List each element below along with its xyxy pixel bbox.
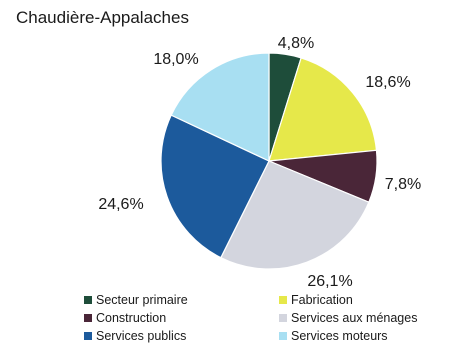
pie-slice-services-publics [160, 114, 270, 259]
pie-labels: 4,8% 18,6% 7,8% 26,1% 24,6% 18,0% [98, 35, 421, 290]
legend-swatch [279, 314, 287, 322]
legend-swatch [84, 314, 92, 322]
legend-swatch [84, 296, 92, 304]
legend: Secteur primaire Fabrication Constructio… [84, 292, 453, 344]
data-label: 7,8% [385, 176, 421, 193]
data-label: 4,8% [278, 35, 314, 52]
legend-item-services-moteurs: Services moteurs [279, 328, 453, 344]
pie-slice-fabrication [268, 57, 378, 162]
legend-item-secteur-primaire: Secteur primaire [84, 292, 279, 308]
data-label: 18,0% [153, 51, 198, 68]
legend-label: Secteur primaire [96, 293, 188, 307]
data-label: 18,6% [365, 74, 410, 91]
pie-slice-services-moteurs [170, 52, 270, 162]
data-label: 24,6% [98, 196, 143, 213]
legend-swatch [84, 332, 92, 340]
legend-label: Services publics [96, 329, 187, 343]
legend-swatch [279, 332, 287, 340]
legend-swatch [279, 296, 287, 304]
legend-item-services-publics: Services publics [84, 328, 279, 344]
pie-slice-services-aux-m-nages [220, 160, 370, 270]
legend-label: Services moteurs [291, 329, 388, 343]
legend-label: Fabrication [291, 293, 353, 307]
pie-slices [160, 52, 378, 270]
legend-item-services-aux-menages: Services aux ménages [279, 310, 453, 326]
data-label: 26,1% [307, 273, 352, 290]
legend-label: Services aux ménages [291, 311, 418, 325]
legend-item-construction: Construction [84, 310, 279, 326]
legend-item-fabrication: Fabrication [279, 292, 453, 308]
chart-title: Chaudière-Appalaches [16, 8, 189, 27]
legend-label: Construction [96, 311, 167, 325]
